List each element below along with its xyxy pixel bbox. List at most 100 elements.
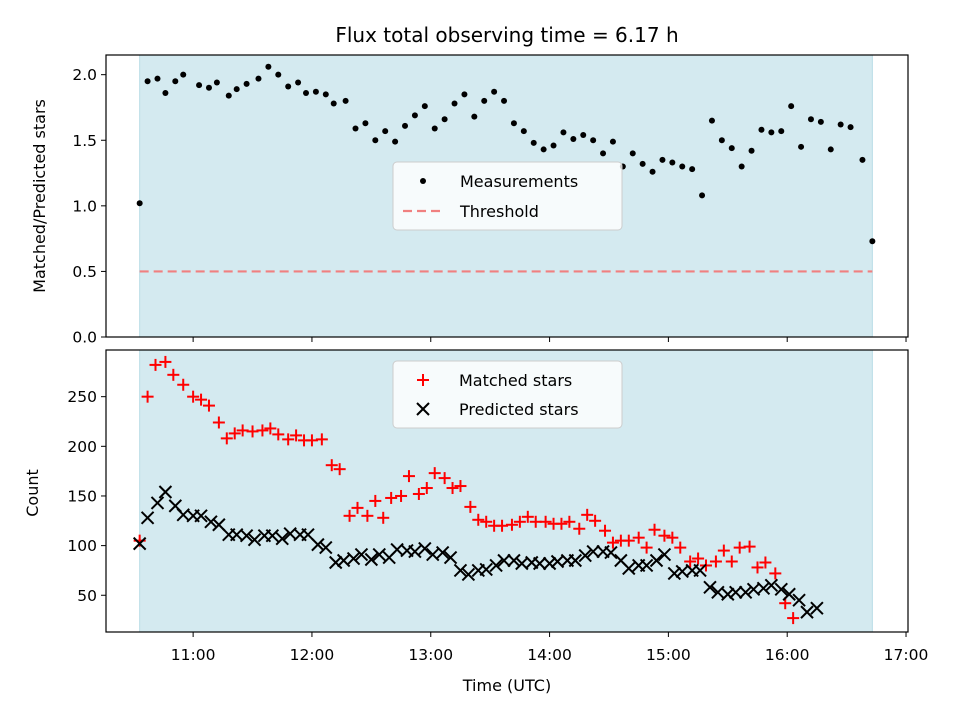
cross-stroke-b	[507, 553, 521, 568]
predicted-star-point	[657, 547, 672, 562]
cross-stroke-b	[693, 563, 707, 578]
count-y-axis-label: Count	[23, 469, 42, 517]
predicted-star-point	[800, 605, 814, 619]
matched-star-point	[228, 427, 241, 440]
cross-stroke-b	[586, 544, 600, 559]
matched-star-point	[290, 429, 303, 442]
cross-stroke-b	[568, 553, 583, 568]
measurement-point	[550, 142, 557, 149]
cross-stroke-b	[774, 582, 788, 597]
predicted-star-point	[372, 547, 386, 562]
matched-star-point	[159, 355, 172, 368]
measurement-point	[768, 129, 775, 136]
cross-stroke-b	[265, 528, 280, 543]
legend-box	[392, 360, 623, 429]
measurement-point	[817, 118, 824, 125]
matched-star-point	[539, 515, 552, 528]
x-tick-label: 11:00	[171, 646, 216, 664]
count-panel-frame	[105, 349, 909, 633]
predicted-star-point	[204, 515, 218, 529]
cross-stroke-b	[532, 556, 547, 571]
measurement-point	[798, 143, 805, 150]
cross-stroke-b	[667, 566, 682, 581]
matched-star-point	[282, 433, 295, 446]
measurement-point	[402, 122, 409, 129]
predicted-star-point	[239, 528, 254, 543]
predicted-star-point	[729, 585, 743, 599]
y-tick-label: 50	[77, 587, 97, 605]
matched-star-point	[606, 536, 619, 549]
legend-marker-predicted	[416, 402, 430, 416]
measurement-point	[312, 88, 319, 95]
cross-stroke-b	[604, 545, 618, 560]
predicted-star-point	[247, 532, 262, 547]
predicted-star-point	[418, 541, 432, 556]
measurement-point	[303, 90, 310, 97]
measurement-point	[431, 125, 438, 132]
matched-star-point	[195, 393, 208, 406]
matched-star-point	[264, 422, 277, 435]
measurement-point	[196, 82, 203, 89]
x-tick-label: 13:00	[408, 646, 453, 664]
cross-stroke-b	[515, 556, 529, 571]
measurement-point	[718, 137, 725, 144]
predicted-star-point	[568, 553, 583, 568]
cross-stroke-b	[247, 532, 262, 547]
measurement-point	[609, 138, 616, 145]
predicted-star-point	[158, 485, 173, 499]
matched-star-point	[202, 399, 215, 412]
predicted-star-point	[622, 561, 636, 576]
cross-stroke-b	[800, 605, 814, 619]
measurement-point	[520, 128, 527, 135]
x-axis-label: Time (UTC)	[462, 676, 551, 695]
measurement-point	[461, 91, 468, 98]
predicted-star-point	[792, 593, 806, 607]
predicted-star-point	[532, 556, 547, 571]
measurement-point	[225, 92, 232, 99]
legend-marker-measurements	[420, 178, 426, 184]
matched-star-point	[666, 531, 679, 544]
measurement-point	[738, 163, 745, 170]
cross-stroke-b	[810, 601, 824, 615]
measurement-point	[382, 128, 389, 135]
measurement-point	[285, 83, 292, 90]
measurement-point	[560, 129, 567, 136]
cross-stroke-b	[150, 496, 165, 510]
matched-star-point	[272, 428, 285, 441]
measurement-point	[659, 156, 666, 163]
measurement-point	[421, 103, 428, 110]
predicted-star-point	[764, 578, 779, 593]
measurement-point	[275, 71, 282, 78]
matched-star-point	[315, 433, 328, 446]
measurement-point	[649, 168, 656, 175]
predicted-star-point	[703, 580, 717, 595]
legend-label-matched: Matched stars	[459, 371, 572, 390]
cross-stroke-b	[319, 540, 333, 555]
legend-box	[392, 161, 623, 231]
legend-label-predicted: Predicted stars	[459, 400, 579, 419]
measurement-point	[255, 75, 262, 82]
cross-stroke-b	[729, 585, 743, 599]
matched-star-point	[648, 523, 661, 536]
predicted-star-point	[354, 547, 369, 562]
matched-star-point	[420, 482, 433, 495]
measurement-point	[847, 124, 854, 131]
measurement-point	[699, 192, 706, 199]
matched-star-point	[513, 515, 526, 528]
predicted-star-point	[479, 562, 493, 577]
measurement-point	[265, 63, 272, 70]
matched-star-point	[581, 508, 594, 521]
cross-stroke-b	[746, 582, 761, 597]
measurement-point	[827, 146, 834, 153]
x-tick-label: 15:00	[646, 646, 691, 664]
measurement-point	[213, 79, 220, 86]
predicted-star-point	[435, 545, 450, 560]
cross-stroke-b	[132, 536, 147, 551]
legend-label-threshold: Threshold	[459, 202, 539, 221]
matched-star-point	[599, 524, 612, 537]
cross-stroke-b	[542, 556, 557, 571]
measurement-point	[330, 100, 337, 107]
measurement-point	[639, 160, 646, 167]
measurement-point	[669, 159, 676, 166]
cross-stroke-b	[416, 402, 430, 416]
